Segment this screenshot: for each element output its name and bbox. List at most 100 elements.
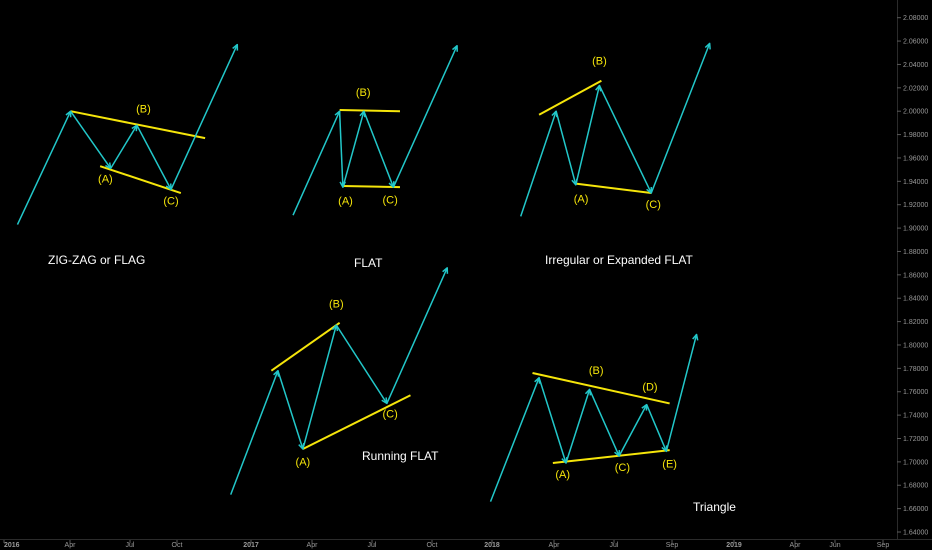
wave-segment-triangle [489,377,540,502]
y-tick-label: 1.98000 [903,132,928,139]
wave-label: (B) [589,365,604,377]
wave-label: (D) [642,382,657,394]
x-tick-label: Apr [549,542,561,549]
wave-arrowhead-running-flat [442,267,449,274]
x-tick-label: Jul [610,542,619,549]
channel-line-zig-zag-or-flag [99,165,182,194]
x-tick-label: Sep [877,542,890,549]
wave-lines [16,42,711,502]
wave-label: (C) [382,195,397,207]
x-tick-label: Oct [172,542,183,549]
channel-line-flat [342,185,400,189]
wave-segment-zig-zag-or-flag [16,110,72,225]
wave-segment-zig-zag-or-flag [170,44,238,190]
wave-segment-flat [363,110,395,188]
x-tick-label: Jul [126,542,135,549]
wave-label: (A) [296,456,311,468]
pattern-title-triangle: Triangle [693,500,736,514]
wave-labels: (B) (A) (C) (B) (A) (C) (B) (A) (C) (B) (A) (C) (B) (… [98,55,677,481]
time-axis[interactable]: 2016 Apr Jul Oct 2017 Apr Jul Oct 2018 Apr Jul Sep 2… [3,540,890,549]
channel-line-triangle [552,449,670,465]
wave-segment-running-flat [302,324,338,450]
y-tick-label: 1.76000 [903,389,928,396]
wave-label: (A) [555,469,570,481]
wave-label: (A) [98,174,113,186]
x-tick-label: Jul [368,542,377,549]
wave-label: (C) [615,462,630,474]
wave-segment-irregular-or-expanded-flat [598,85,652,194]
y-tick-label: 1.80000 [903,342,928,349]
wave-segment-triangle [645,404,668,452]
wave-label: (E) [662,459,677,471]
wave-segment-flat [392,45,458,188]
y-tick-label: 1.86000 [903,272,928,279]
y-tick-label: 1.90000 [903,226,928,233]
x-tick-label: 2017 [243,542,259,549]
x-tick-label: Apr [65,542,77,549]
wave-label: (B) [592,55,607,67]
x-tick-label: Jun [829,542,840,549]
x-tick-label: Sep [666,542,679,549]
wave-segment-flat [338,111,344,188]
wave-segment-irregular-or-expanded-flat [555,111,577,186]
wave-segment-triangle [588,389,620,457]
wave-segment-zig-zag-or-flag [69,110,112,169]
wave-arrowhead-zig-zag-or-flag [232,43,239,51]
wave-label: (B) [329,299,344,311]
pattern-titles: ZIG-ZAG or FLAG FLAT Irregular or Expanded… [48,253,736,514]
y-tick-label: 1.78000 [903,366,928,373]
y-tick-label: 2.04000 [903,62,928,69]
wave-label: (C) [646,199,661,211]
x-tick-label: 2018 [484,542,500,549]
y-tick-label: 1.70000 [903,459,928,466]
wave-arrowhead-flat [451,44,458,52]
wave-segment-zig-zag-or-flag [136,124,172,190]
pattern-title-irregular-or-expanded-flat: Irregular or Expanded FLAT [545,253,694,267]
y-tick-label: 1.82000 [903,319,928,326]
wave-label: (C) [163,196,178,208]
wave-segment-triangle [538,377,567,464]
x-tick-label: Oct [427,542,438,549]
price-axis[interactable]: 1.64000 1.66000 1.68000 1.70000 1.72000 1.740… [897,15,928,537]
channel-line-irregular-or-expanded-flat [575,182,652,195]
wave-segment-running-flat [335,324,388,404]
wave-segment-running-flat [386,267,448,404]
wave-label: (A) [338,196,353,208]
wave-segment-zig-zag-or-flag [109,124,138,169]
y-tick-label: 1.92000 [903,202,928,209]
y-tick-label: 1.84000 [903,296,928,303]
wave-segment-triangle [618,404,648,457]
y-tick-label: 1.64000 [903,530,928,537]
y-tick-label: 1.74000 [903,413,928,420]
wave-segment-triangle [665,334,698,452]
channel-line-triangle [532,372,670,405]
y-tick-label: 1.72000 [903,436,928,443]
wave-segment-running-flat [277,370,304,450]
y-tick-label: 2.08000 [903,15,928,22]
wave-label: (A) [574,193,589,205]
pattern-title-running-flat: Running FLAT [362,449,439,463]
channel-lines [70,79,670,465]
channel-line-irregular-or-expanded-flat [538,79,602,116]
channel-line-flat [339,109,400,113]
wave-arrowhead-irregular-or-expanded-flat [704,42,711,50]
wave-segment-irregular-or-expanded-flat [575,85,601,186]
channel-line-running-flat [270,321,341,372]
y-tick-label: 1.94000 [903,179,928,186]
pattern-title-zig-zag-or-flag: ZIG-ZAG or FLAG [48,253,145,267]
y-tick-label: 2.02000 [903,85,928,92]
channel-line-running-flat [302,394,411,450]
y-tick-label: 2.00000 [903,109,928,116]
wave-segment-flat [292,110,341,216]
x-tick-label: Apr [790,542,802,549]
wave-segment-triangle [565,389,591,464]
wave-segment-irregular-or-expanded-flat [519,110,557,217]
pattern-title-flat: FLAT [354,256,383,270]
x-tick-label: 2019 [726,542,742,549]
wave-segment-irregular-or-expanded-flat [650,43,711,194]
wave-segment-running-flat [230,370,279,495]
y-tick-label: 1.68000 [903,483,928,490]
x-tick-label: 2016 [4,542,20,549]
